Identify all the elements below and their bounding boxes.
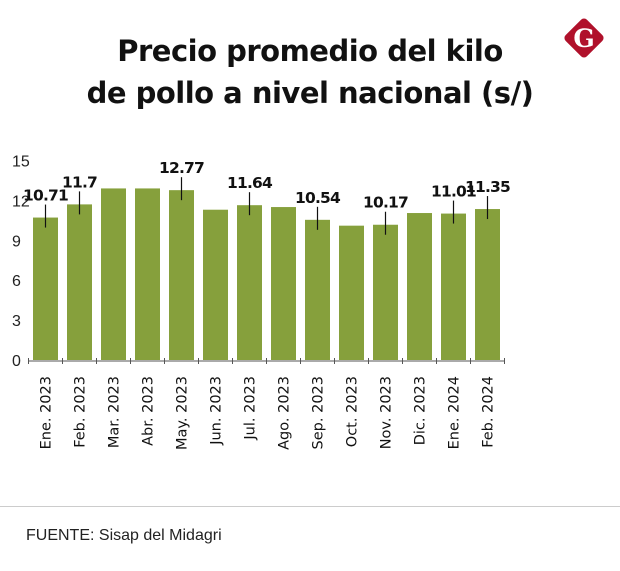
- bar: [305, 219, 330, 360]
- bar: [475, 209, 500, 360]
- bar: [67, 204, 92, 360]
- x-tick-label: Ago. 2023: [277, 376, 293, 450]
- data-label: 11.7: [62, 173, 97, 191]
- data-label: 12.77: [159, 159, 204, 177]
- bar-chart: 0 3 6 9 12 15 10.71 Ene. 2023 11.7 Feb. 2023 Mar. …: [12, 154, 511, 451]
- x-tick-label: Mar. 2023: [107, 376, 123, 448]
- y-tick-label: 0: [12, 353, 21, 370]
- x-tick-label: May. 2023: [175, 376, 191, 450]
- y-tick-label: 6: [12, 273, 21, 290]
- x-tick-label: Ene. 2024: [447, 376, 463, 449]
- y-tick-label: 9: [12, 233, 21, 250]
- data-label: 10.71: [23, 187, 68, 205]
- chart-title: Precio promedio del kilo de pollo a nive…: [0, 30, 620, 114]
- bar: [33, 217, 58, 360]
- bar: [407, 213, 432, 360]
- svg-text:G: G: [573, 24, 594, 53]
- bar: [373, 224, 398, 360]
- source-note: FUENTE: Sisap del Midagri: [26, 527, 222, 544]
- x-tick-label: Feb. 2024: [481, 376, 497, 448]
- bar: [135, 188, 160, 360]
- data-label: 10.17: [363, 194, 408, 212]
- data-label: 11.64: [227, 174, 273, 192]
- x-tick-label: Sep. 2023: [311, 376, 327, 449]
- y-tick-label: 12: [12, 193, 30, 210]
- data-label: 11.35: [465, 178, 510, 196]
- bar: [203, 209, 228, 360]
- title-line-2: de pollo a nivel nacional (s/): [86, 76, 534, 110]
- x-tick-label: Jun. 2023: [209, 376, 225, 446]
- y-tick-label: 15: [12, 154, 30, 171]
- bar: [271, 207, 296, 360]
- x-tick-label: Jul. 2023: [243, 376, 259, 441]
- bar: [237, 205, 262, 360]
- x-tick-label: Oct. 2023: [345, 376, 361, 447]
- x-tick-label: Ene. 2023: [39, 376, 55, 449]
- bar: [169, 190, 194, 360]
- y-tick-label: 3: [12, 313, 21, 330]
- title-line-1: Precio promedio del kilo: [117, 34, 503, 68]
- x-tick-label: Abr. 2023: [141, 376, 157, 446]
- data-label: 11.01: [431, 183, 476, 201]
- x-tick-label: Feb. 2023: [73, 376, 89, 448]
- x-tick-label: Dic. 2023: [413, 376, 429, 445]
- divider: [0, 506, 620, 507]
- bar: [101, 188, 126, 360]
- data-label: 10.54: [295, 189, 341, 207]
- x-tick-label: Nov. 2023: [379, 376, 395, 449]
- bar: [339, 225, 364, 360]
- bar: [441, 213, 466, 360]
- brand-logo: G: [564, 18, 604, 58]
